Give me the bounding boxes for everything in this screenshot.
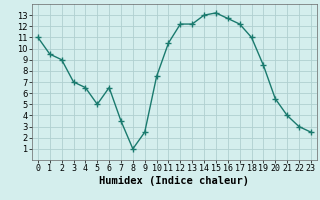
X-axis label: Humidex (Indice chaleur): Humidex (Indice chaleur) [100, 176, 249, 186]
